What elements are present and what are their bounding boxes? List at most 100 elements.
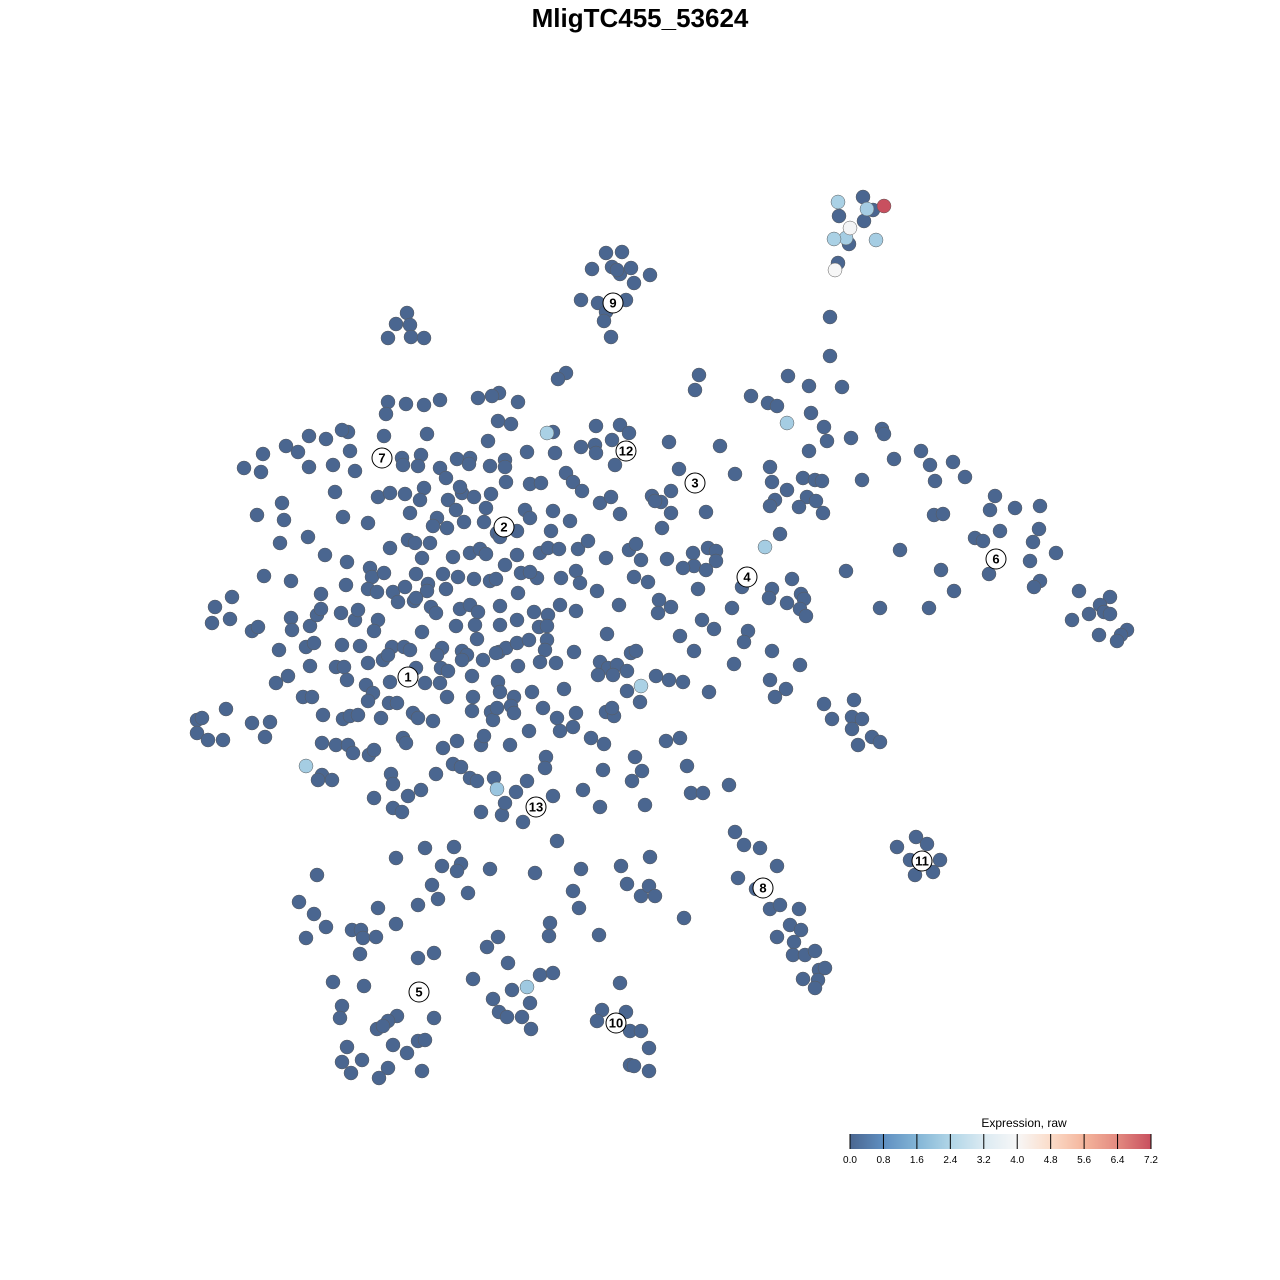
cluster-label-text: 12 — [619, 444, 633, 459]
data-point — [539, 425, 555, 441]
cluster-label: 13 — [525, 796, 547, 818]
data-point — [792, 657, 808, 673]
data-point — [464, 703, 480, 719]
data-point — [573, 292, 589, 308]
data-point — [1081, 606, 1097, 622]
data-point — [604, 700, 620, 716]
data-point — [388, 316, 404, 332]
data-point — [779, 595, 795, 611]
data-point — [727, 824, 743, 840]
data-point — [466, 571, 482, 587]
data-point — [426, 945, 442, 961]
data-point — [571, 900, 587, 916]
data-point — [385, 776, 401, 792]
data-point — [686, 643, 702, 659]
data-point — [957, 469, 973, 485]
data-point — [604, 432, 620, 448]
data-point — [850, 737, 866, 753]
cluster-label-text: 4 — [743, 570, 751, 585]
data-point — [824, 711, 840, 727]
data-point — [309, 867, 325, 883]
data-point — [736, 634, 752, 650]
data-point — [671, 461, 687, 477]
data-point — [400, 788, 416, 804]
data-point — [831, 208, 847, 224]
data-point — [522, 995, 538, 1011]
cluster-label: 8 — [752, 877, 774, 899]
data-point — [690, 581, 706, 597]
data-point — [743, 388, 759, 404]
data-point — [280, 668, 296, 684]
data-point — [397, 579, 413, 595]
data-point — [439, 520, 455, 536]
data-point — [626, 275, 642, 291]
data-point — [764, 474, 780, 490]
data-point — [524, 684, 540, 700]
cluster-label: 9 — [602, 292, 624, 314]
data-point — [628, 536, 644, 552]
data-point — [762, 672, 778, 688]
data-point — [283, 573, 299, 589]
data-point — [932, 852, 948, 868]
data-point — [565, 474, 581, 490]
data-point — [1026, 579, 1042, 595]
data-point — [508, 784, 524, 800]
data-point — [675, 674, 691, 690]
data-point — [204, 615, 220, 631]
data-point — [497, 557, 513, 573]
data-point — [272, 535, 288, 551]
data-point — [476, 514, 492, 530]
data-point — [650, 605, 666, 621]
data-point — [419, 426, 435, 442]
cluster-label: 3 — [684, 472, 706, 494]
cluster-label-badge — [525, 796, 547, 818]
data-point — [553, 570, 569, 586]
data-point — [339, 672, 355, 688]
data-point — [278, 438, 294, 454]
legend-colorbar — [850, 1134, 1151, 1149]
cluster-label-badge — [397, 666, 419, 688]
data-point — [373, 710, 389, 726]
data-point — [355, 930, 371, 946]
data-point — [380, 647, 396, 663]
data-point — [945, 454, 961, 470]
data-point — [236, 460, 252, 476]
data-point — [339, 554, 355, 570]
data-point — [838, 563, 854, 579]
data-point — [908, 829, 924, 845]
data-point — [769, 398, 785, 414]
data-point — [408, 566, 424, 582]
data-point — [633, 1023, 649, 1039]
data-point — [339, 1039, 355, 1055]
data-point — [611, 597, 627, 613]
data-point — [822, 348, 838, 364]
data-point — [429, 647, 445, 663]
data-point — [301, 459, 317, 475]
data-point — [676, 910, 692, 926]
data-point — [573, 439, 589, 455]
data-point — [1025, 534, 1041, 550]
data-point — [416, 330, 432, 346]
data-point — [872, 600, 888, 616]
data-point — [675, 560, 691, 576]
data-point — [499, 1009, 515, 1025]
data-point — [366, 623, 382, 639]
cluster-label: 12 — [615, 440, 637, 462]
data-point — [200, 732, 216, 748]
data-point — [533, 475, 549, 491]
data-point — [596, 736, 612, 752]
data-point — [389, 695, 405, 711]
data-point — [793, 922, 809, 938]
data-point — [414, 1063, 430, 1079]
data-point — [490, 929, 506, 945]
data-point — [589, 583, 605, 599]
data-point — [456, 514, 472, 530]
data-point — [371, 1070, 387, 1086]
data-point — [807, 943, 823, 959]
data-point — [440, 492, 456, 508]
data-point — [568, 603, 584, 619]
data-point — [573, 861, 589, 877]
data-point — [607, 457, 623, 473]
data-point — [1064, 612, 1080, 628]
